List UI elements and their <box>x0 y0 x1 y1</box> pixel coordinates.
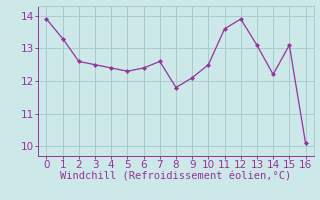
X-axis label: Windchill (Refroidissement éolien,°C): Windchill (Refroidissement éolien,°C) <box>60 172 292 182</box>
